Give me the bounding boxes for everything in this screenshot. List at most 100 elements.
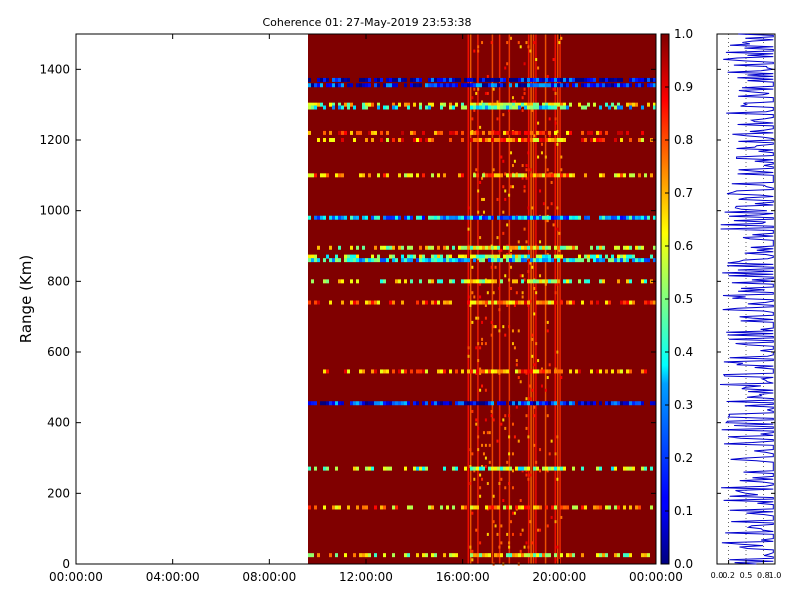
heatmap-cell xyxy=(476,466,479,471)
heatmap-cell xyxy=(556,435,559,439)
heatmap-cell xyxy=(620,130,623,135)
heatmap-cell xyxy=(578,258,581,263)
heatmap-cell xyxy=(347,77,350,82)
heatmap-cell xyxy=(344,254,347,259)
heatmap-cell xyxy=(425,369,428,374)
heatmap-cell xyxy=(437,279,440,284)
heatmap-cell xyxy=(488,279,491,284)
heatmap-cell xyxy=(546,376,549,380)
heatmap-cell xyxy=(496,117,499,121)
heatmap-cell xyxy=(554,77,557,82)
heatmap-cell xyxy=(471,549,474,553)
heatmap-cell xyxy=(362,258,365,263)
heatmap-cell xyxy=(539,369,542,374)
heatmap-cell xyxy=(344,258,347,263)
heatmap-cell xyxy=(644,300,647,305)
heatmap-cell xyxy=(482,105,485,110)
heatmap-cell xyxy=(536,138,539,142)
heatmap-cell xyxy=(527,206,530,210)
heatmap-cell xyxy=(353,105,356,110)
heatmap-cell xyxy=(452,553,455,558)
heatmap-cell xyxy=(535,291,538,295)
heatmap-cell xyxy=(599,105,602,110)
heatmap-cell xyxy=(550,515,553,519)
heatmap-cell xyxy=(470,401,473,406)
heatmap-cell xyxy=(620,77,623,82)
heatmap-cell xyxy=(356,215,359,220)
heatmap-cell xyxy=(410,279,413,284)
heatmap-cell xyxy=(365,138,368,142)
heatmap-cell xyxy=(413,102,416,107)
heatmap-cell xyxy=(479,236,482,240)
heatmap-cell xyxy=(371,102,374,107)
heatmap-cell xyxy=(556,477,559,481)
heatmap-cell xyxy=(449,105,452,110)
heatmap-cell xyxy=(329,130,332,135)
heatmap-cell xyxy=(335,254,338,259)
heatmap-cell xyxy=(407,553,410,558)
heatmap-cell xyxy=(581,83,584,88)
heatmap-cell xyxy=(449,254,452,259)
heatmap-cell xyxy=(469,448,472,452)
heatmap-cell xyxy=(317,77,320,82)
heatmap-cell xyxy=(425,245,428,250)
heatmap-cell xyxy=(525,164,528,168)
heatmap-cell xyxy=(638,258,641,263)
heatmap-cell xyxy=(500,422,503,426)
heatmap-cell xyxy=(467,83,470,88)
heatmap-cell xyxy=(410,369,413,374)
heatmap-cell xyxy=(455,369,458,374)
heatmap-cell xyxy=(386,401,389,406)
heatmap-cell xyxy=(464,258,467,263)
heatmap-cell xyxy=(614,466,617,471)
heatmap-cell xyxy=(544,388,547,392)
heatmap-cell xyxy=(362,173,365,178)
heatmap-cell xyxy=(614,401,617,406)
heatmap-cell xyxy=(470,105,473,110)
heatmap-cell xyxy=(338,258,341,263)
heatmap-cell xyxy=(546,168,549,172)
heatmap-cell xyxy=(350,401,353,406)
heatmap-cell xyxy=(587,77,590,82)
heatmap-cell xyxy=(490,333,493,337)
heatmap-cell xyxy=(587,401,590,406)
heatmap-cell xyxy=(525,41,528,45)
heatmap-cell xyxy=(511,100,514,104)
heatmap-cell xyxy=(398,77,401,82)
heatmap-cell xyxy=(497,77,500,82)
heatmap-cell xyxy=(482,466,485,471)
heatmap-cell xyxy=(523,62,526,66)
heatmap-cell xyxy=(329,102,332,107)
heatmap-cell xyxy=(455,77,458,82)
heatmap-cell xyxy=(530,369,533,374)
heatmap-cell xyxy=(413,401,416,406)
heatmap-cell xyxy=(575,77,578,82)
heatmap-cell xyxy=(482,431,485,435)
heatmap-cell xyxy=(497,401,500,406)
heatmap-cell xyxy=(491,401,494,406)
heatmap-cell xyxy=(455,215,458,220)
heatmap-cell xyxy=(308,173,311,178)
heatmap-cell xyxy=(510,185,513,189)
heatmap-cell xyxy=(491,245,494,250)
heatmap-cell xyxy=(536,254,539,259)
heatmap-cell xyxy=(510,286,513,290)
heatmap-cell xyxy=(500,369,503,374)
heatmap-cell xyxy=(503,83,506,88)
heatmap-cell xyxy=(377,300,380,305)
heatmap-cell xyxy=(437,401,440,406)
heatmap-cell xyxy=(556,142,559,146)
heatmap-cell xyxy=(536,77,539,82)
heatmap-cell xyxy=(611,83,614,88)
heatmap-cell xyxy=(479,346,482,350)
heatmap-cell xyxy=(509,173,512,178)
heatmap-cell xyxy=(347,105,350,110)
heatmap-cell xyxy=(494,325,497,329)
heatmap-cell xyxy=(494,300,497,305)
heatmap-cell xyxy=(503,369,506,374)
heatmap-cell xyxy=(554,553,557,558)
heatmap-cell xyxy=(572,258,575,263)
heatmap-cell xyxy=(599,369,602,374)
heatmap-cell xyxy=(323,138,326,142)
heatmap-cell xyxy=(473,300,476,305)
